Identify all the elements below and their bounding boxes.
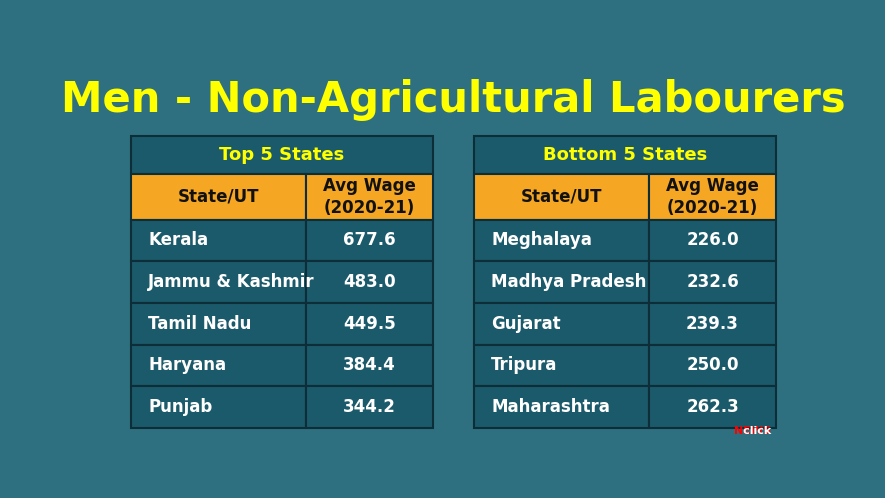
Text: Tripura: Tripura bbox=[491, 357, 558, 374]
Text: Gujarat: Gujarat bbox=[491, 315, 561, 333]
Bar bbox=[306, 303, 433, 345]
Text: Tamil Nadu: Tamil Nadu bbox=[149, 315, 251, 333]
Bar bbox=[474, 345, 650, 386]
Text: NEWS: NEWS bbox=[734, 426, 771, 436]
Text: 250.0: 250.0 bbox=[686, 357, 739, 374]
Bar bbox=[474, 136, 776, 174]
Bar bbox=[306, 174, 433, 220]
Bar bbox=[650, 386, 776, 428]
Bar bbox=[474, 261, 650, 303]
Bar bbox=[131, 220, 306, 261]
Bar bbox=[131, 136, 433, 174]
Text: Meghalaya: Meghalaya bbox=[491, 232, 592, 249]
Text: 449.5: 449.5 bbox=[343, 315, 396, 333]
Bar bbox=[306, 220, 433, 261]
Bar bbox=[131, 345, 306, 386]
Text: Avg Wage
(2020-21): Avg Wage (2020-21) bbox=[666, 177, 759, 217]
Text: 232.6: 232.6 bbox=[686, 273, 739, 291]
Text: Haryana: Haryana bbox=[149, 357, 227, 374]
Bar bbox=[650, 261, 776, 303]
Bar bbox=[306, 386, 433, 428]
Text: Top 5 States: Top 5 States bbox=[219, 146, 345, 164]
Text: 483.0: 483.0 bbox=[343, 273, 396, 291]
Bar bbox=[650, 220, 776, 261]
Bar bbox=[650, 345, 776, 386]
Text: State/UT: State/UT bbox=[178, 188, 259, 206]
Bar bbox=[650, 303, 776, 345]
Bar bbox=[131, 386, 306, 428]
Bar bbox=[131, 261, 306, 303]
Bar bbox=[306, 345, 433, 386]
Bar bbox=[474, 386, 650, 428]
Text: 239.3: 239.3 bbox=[686, 315, 739, 333]
Bar bbox=[474, 220, 650, 261]
Text: 677.6: 677.6 bbox=[343, 232, 396, 249]
Text: Avg Wage
(2020-21): Avg Wage (2020-21) bbox=[323, 177, 416, 217]
Text: Madhya Pradesh: Madhya Pradesh bbox=[491, 273, 647, 291]
Bar bbox=[306, 261, 433, 303]
Bar bbox=[650, 174, 776, 220]
Text: 262.3: 262.3 bbox=[686, 398, 739, 416]
Text: click: click bbox=[716, 426, 771, 436]
Text: 384.4: 384.4 bbox=[343, 357, 396, 374]
Text: 226.0: 226.0 bbox=[686, 232, 739, 249]
Bar bbox=[131, 303, 306, 345]
Text: Men - Non-Agricultural Labourers: Men - Non-Agricultural Labourers bbox=[61, 79, 846, 121]
Text: 344.2: 344.2 bbox=[343, 398, 396, 416]
Text: Punjab: Punjab bbox=[149, 398, 212, 416]
Text: Bottom 5 States: Bottom 5 States bbox=[543, 146, 707, 164]
Text: Maharashtra: Maharashtra bbox=[491, 398, 610, 416]
Bar bbox=[474, 303, 650, 345]
Text: State/UT: State/UT bbox=[521, 188, 603, 206]
Text: Kerala: Kerala bbox=[149, 232, 209, 249]
Bar bbox=[131, 174, 306, 220]
Text: Jammu & Kashmir: Jammu & Kashmir bbox=[149, 273, 315, 291]
Bar bbox=[474, 174, 650, 220]
